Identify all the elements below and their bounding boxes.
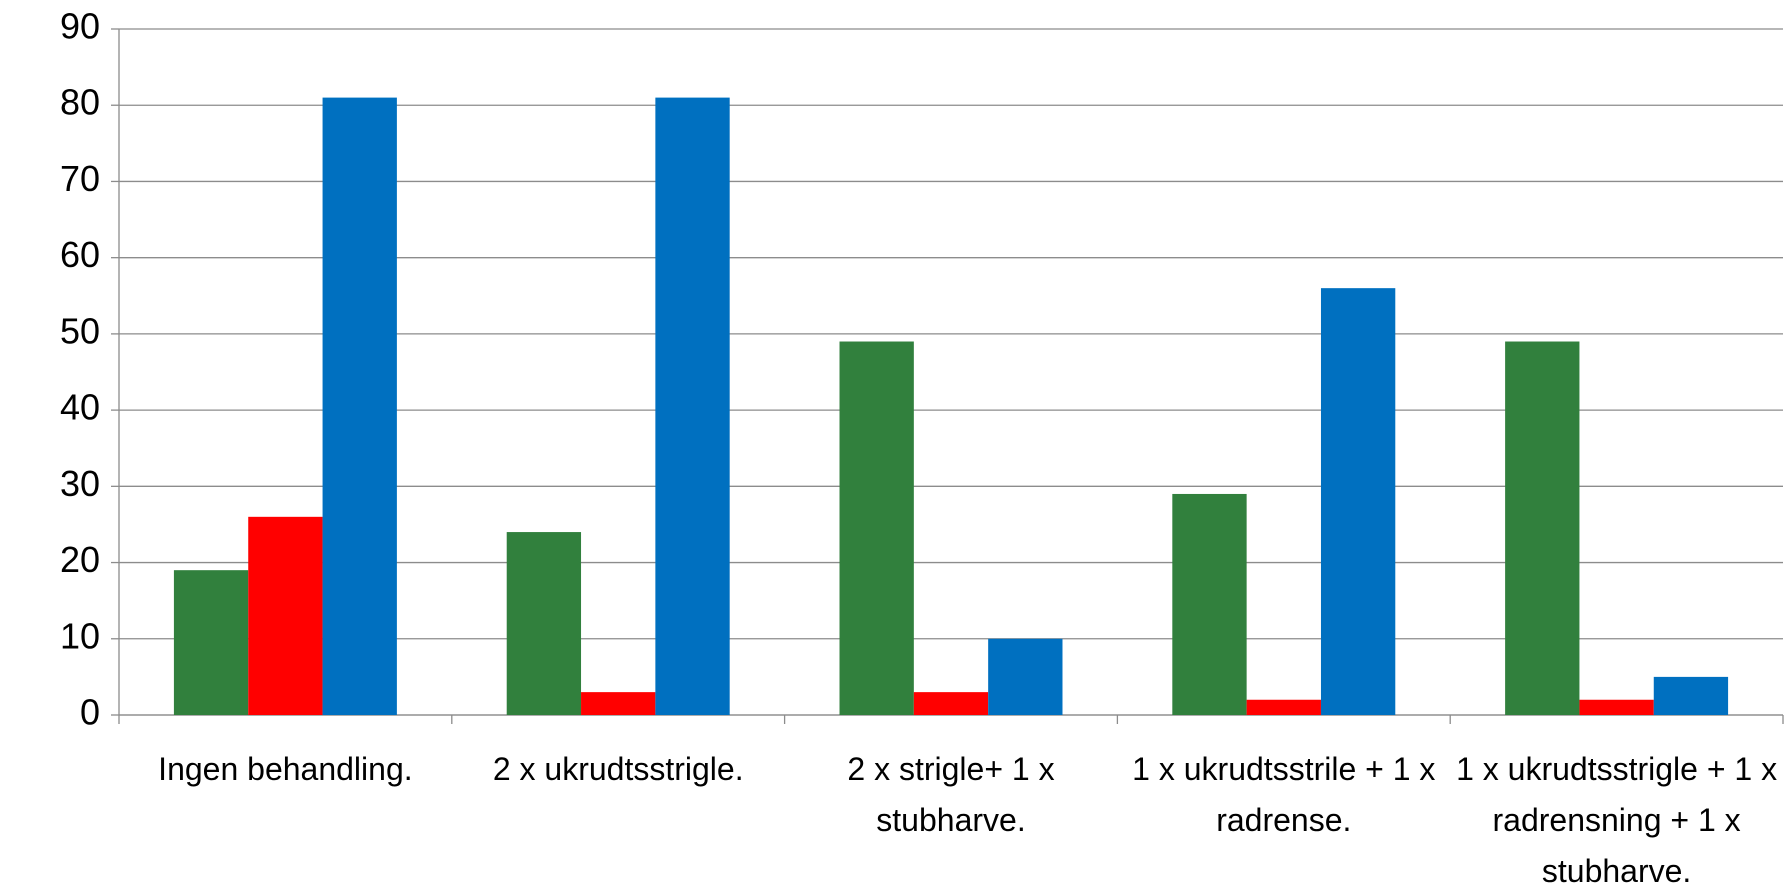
bar (506, 532, 582, 715)
y-tick-label: 60 (60, 234, 100, 275)
bar (1246, 699, 1321, 715)
y-tick-label: 10 (60, 615, 100, 656)
y-tick-label: 20 (60, 539, 100, 580)
bar (1320, 288, 1396, 715)
bar (1172, 493, 1247, 715)
bar (173, 570, 249, 715)
bar (655, 97, 730, 716)
x-tick-label: 2 x strigle+ 1 x stubharve. (847, 751, 1055, 838)
y-tick-label: 70 (60, 158, 100, 199)
bar (988, 638, 1063, 715)
x-tick-label: 1 x ukrudtsstrigle + 1 x radrensning + 1… (1456, 751, 1778, 889)
y-tick-label: 40 (60, 387, 100, 428)
x-tick-label: 2 x ukrudtsstrigle. (492, 751, 744, 787)
bar (839, 341, 914, 715)
y-tick-label: 80 (60, 82, 100, 123)
bar (913, 692, 989, 715)
y-tick-label: 50 (60, 310, 100, 351)
y-tick-label: 90 (60, 6, 100, 47)
bar (248, 516, 323, 715)
bar (581, 692, 656, 715)
y-tick-label: 30 (60, 463, 100, 504)
x-tick-label: 1 x ukrudtsstrile + 1 x radrense. (1132, 751, 1436, 838)
bar (1579, 699, 1654, 715)
bar (1653, 676, 1729, 715)
x-tick-label: Ingen behandling. (158, 751, 413, 787)
y-tick-label: 0 (80, 692, 100, 733)
bar (1505, 341, 1580, 715)
bar (322, 97, 397, 716)
